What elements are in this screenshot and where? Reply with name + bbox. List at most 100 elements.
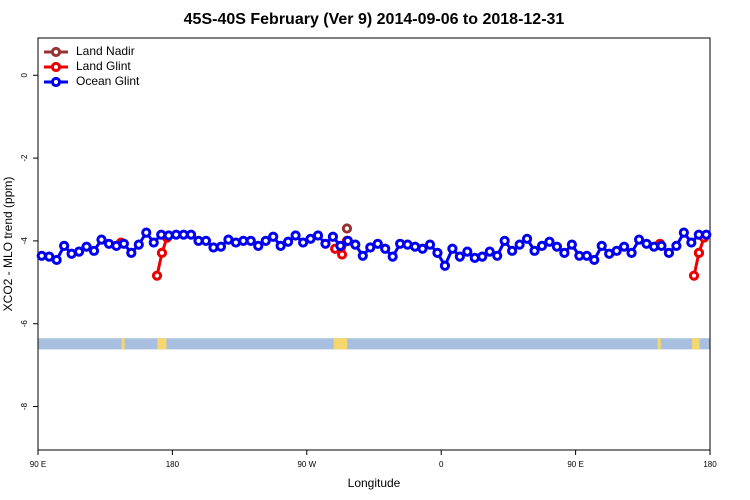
point bbox=[380, 243, 391, 254]
legend-marker bbox=[50, 61, 62, 73]
point bbox=[544, 236, 555, 247]
y-tick-label: -6 bbox=[20, 320, 29, 328]
point bbox=[492, 250, 503, 261]
y-tick-label: -2 bbox=[20, 154, 29, 162]
point bbox=[559, 247, 570, 259]
point bbox=[462, 246, 473, 257]
point bbox=[626, 247, 637, 259]
point bbox=[215, 241, 227, 252]
ocean-strip bbox=[38, 338, 710, 350]
point bbox=[611, 245, 622, 256]
x-tick-label: 90 E bbox=[30, 460, 46, 469]
point bbox=[200, 235, 212, 246]
point bbox=[357, 250, 368, 261]
chart-title: 45S-40S February (Ver 9) 2014-09-06 to 2… bbox=[184, 11, 565, 28]
point bbox=[290, 230, 301, 241]
point bbox=[551, 241, 563, 252]
point bbox=[141, 227, 152, 238]
point bbox=[51, 254, 62, 266]
point bbox=[701, 229, 712, 240]
x-tick-label: 180 bbox=[166, 460, 180, 469]
legend-label: Land Nadir bbox=[76, 44, 135, 58]
point bbox=[686, 237, 697, 248]
point bbox=[688, 270, 700, 281]
point bbox=[96, 234, 107, 245]
point bbox=[484, 246, 495, 257]
point bbox=[656, 240, 667, 251]
point bbox=[185, 229, 197, 240]
point bbox=[342, 235, 353, 246]
point bbox=[133, 239, 144, 250]
point bbox=[663, 247, 675, 259]
x-tick-label: 90 W bbox=[297, 460, 316, 469]
point bbox=[589, 254, 600, 266]
point bbox=[619, 241, 630, 252]
point bbox=[283, 236, 294, 247]
y-tick-label: -4 bbox=[20, 237, 29, 245]
point bbox=[297, 237, 309, 248]
legend-marker bbox=[50, 76, 62, 88]
point bbox=[477, 251, 488, 262]
point bbox=[268, 231, 279, 242]
point bbox=[671, 240, 682, 251]
point bbox=[156, 247, 168, 259]
legend-marker bbox=[50, 46, 62, 58]
point bbox=[536, 240, 548, 251]
point bbox=[148, 237, 159, 248]
point bbox=[596, 240, 607, 251]
point bbox=[581, 250, 592, 261]
plot-frame bbox=[37, 37, 711, 451]
x-tick-label: 0 bbox=[439, 460, 444, 469]
point bbox=[417, 243, 428, 254]
y-tick-label: -8 bbox=[20, 402, 29, 410]
point bbox=[118, 238, 129, 249]
point bbox=[336, 249, 348, 260]
land-patch bbox=[692, 338, 700, 350]
point bbox=[439, 260, 451, 271]
point bbox=[387, 251, 398, 262]
point bbox=[521, 233, 533, 244]
point bbox=[341, 223, 353, 234]
point bbox=[312, 230, 324, 241]
point bbox=[499, 235, 510, 246]
x-tick-label: 90 E bbox=[567, 460, 583, 469]
legend-label: Ocean Glint bbox=[76, 74, 140, 88]
point bbox=[678, 227, 689, 238]
point bbox=[73, 246, 85, 257]
point bbox=[335, 240, 346, 251]
point bbox=[151, 270, 163, 281]
legend-label: Land Glint bbox=[76, 59, 131, 73]
point bbox=[529, 245, 540, 256]
land-patch bbox=[121, 338, 125, 350]
point bbox=[253, 240, 264, 251]
point bbox=[507, 245, 518, 256]
y-tick-label: 0 bbox=[20, 72, 29, 77]
point bbox=[260, 235, 271, 246]
point bbox=[514, 239, 525, 250]
point bbox=[81, 241, 92, 252]
point bbox=[88, 245, 100, 256]
land-patch bbox=[657, 338, 661, 350]
point bbox=[350, 239, 361, 250]
land-patch bbox=[333, 338, 348, 350]
point bbox=[320, 238, 331, 249]
point bbox=[327, 231, 339, 242]
y-axis-label: XCO2 - MLO trend (ppm) bbox=[1, 177, 15, 312]
point bbox=[566, 239, 577, 250]
x-tick-label: 180 bbox=[703, 460, 717, 469]
x-axis-label: Longitude bbox=[348, 476, 401, 490]
point bbox=[693, 247, 705, 259]
point bbox=[454, 251, 465, 262]
point bbox=[469, 252, 480, 263]
point bbox=[372, 238, 383, 249]
land-patch bbox=[157, 338, 167, 350]
point bbox=[633, 234, 645, 245]
point bbox=[432, 247, 443, 259]
point bbox=[59, 240, 70, 251]
point bbox=[447, 243, 458, 254]
point bbox=[245, 235, 256, 246]
point bbox=[126, 247, 137, 259]
point bbox=[365, 242, 376, 253]
point bbox=[275, 240, 286, 251]
